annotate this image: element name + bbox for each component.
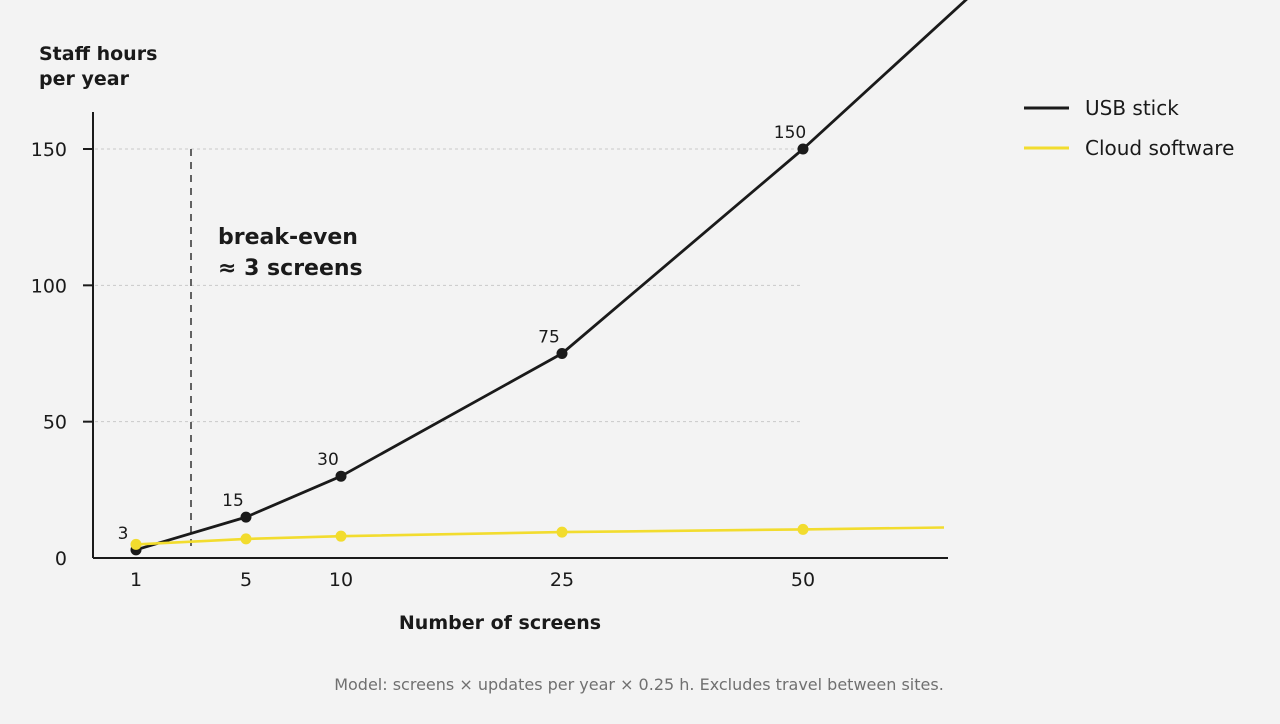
y-axis-title: Staff hours: [39, 43, 157, 65]
axes: [83, 112, 948, 559]
data-label: 3: [118, 524, 129, 544]
data-point: [130, 538, 142, 550]
y-tick-label: 0: [55, 548, 67, 570]
series-line-usb-stick: [135, 0, 968, 552]
x-axis-title: Number of screens: [399, 612, 601, 634]
legend: USB stick Cloud software: [1024, 96, 1234, 160]
data-point: [335, 530, 347, 542]
x-tick-label: 1: [130, 569, 142, 591]
data-point: [797, 143, 809, 155]
data-point: [556, 348, 568, 359]
data-label: 150: [774, 123, 806, 143]
data-label: 15: [222, 491, 244, 511]
y-tick-label: 50: [43, 412, 67, 434]
series-lines: [130, 0, 968, 556]
data-point: [335, 470, 347, 482]
legend-label: Cloud software: [1085, 136, 1234, 160]
footnote: Model: screens × updates per year × 0.25…: [334, 675, 944, 694]
x-tick-label: 5: [240, 569, 252, 591]
y-tick-label: 100: [31, 275, 67, 297]
data-point: [240, 533, 252, 545]
data-point: [797, 523, 809, 535]
x-tick-label: 10: [329, 569, 353, 591]
data-label: 75: [538, 328, 560, 348]
legend-label: USB stick: [1085, 96, 1179, 120]
data-point: [556, 526, 568, 538]
x-tick-label: 25: [550, 569, 574, 591]
y-tick-label: 150: [31, 139, 67, 161]
data-point: [240, 511, 252, 523]
break-even-label: break-even: [218, 225, 358, 250]
series-line-cloud-software: [135, 526, 945, 546]
y-axis-title: per year: [39, 68, 130, 90]
data-label: 30: [317, 450, 339, 470]
break-even-label: ≈ 3 screens: [218, 256, 363, 281]
x-tick-label: 50: [791, 569, 815, 591]
